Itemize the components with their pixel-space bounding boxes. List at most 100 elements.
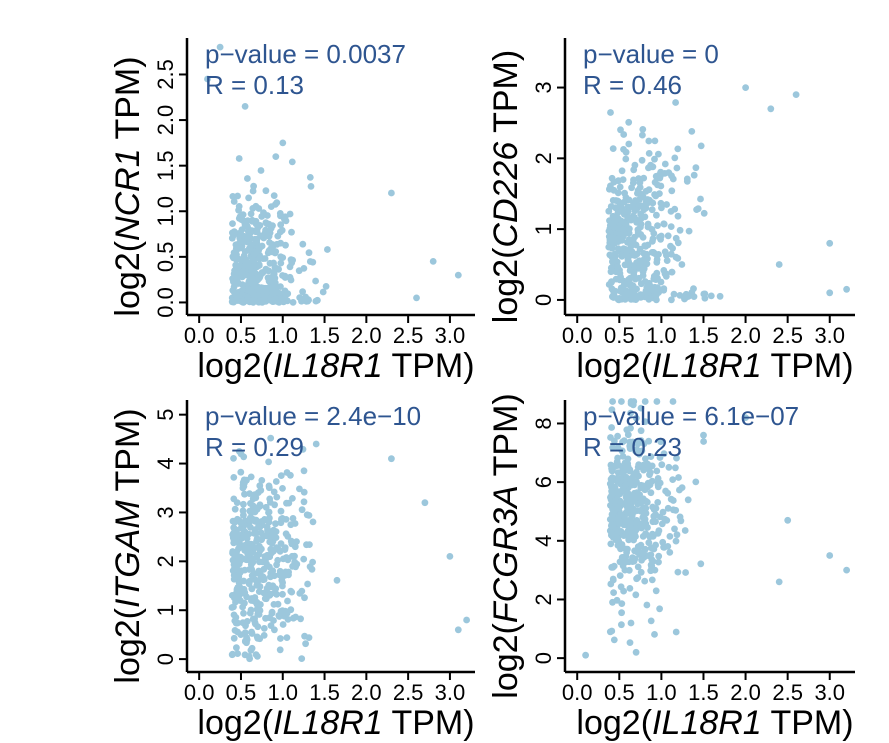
scatter-point (632, 241, 640, 249)
scatter-point (300, 488, 308, 496)
x-tick-label: 0.0 (184, 323, 215, 348)
scatter-point (637, 437, 645, 444)
scatter-point (639, 131, 646, 139)
x-tick-label: 0.5 (226, 680, 257, 705)
scatter-point (646, 469, 654, 476)
scatter-point (826, 239, 834, 247)
scatter-point (616, 572, 624, 579)
scatter-point (637, 568, 645, 576)
scatter-point (305, 249, 313, 257)
x-tick-label: 2.0 (351, 323, 382, 348)
scatter-point (700, 209, 708, 217)
scatter-point (279, 139, 287, 147)
scatter-point (792, 91, 800, 98)
scatter-point (637, 427, 645, 435)
scatter-point (253, 529, 260, 537)
scatter-point (627, 398, 635, 405)
scatter-point (672, 537, 680, 545)
scatter-point (647, 551, 655, 559)
scatter-point (298, 506, 306, 514)
scatter-point (674, 212, 682, 220)
scatter-point (658, 461, 666, 469)
scatter-point (632, 197, 639, 204)
scatter-point (637, 404, 645, 412)
scatter-point (247, 523, 254, 531)
scatter-point (277, 519, 285, 527)
scatter-point (279, 555, 287, 563)
scatter-point (655, 288, 663, 296)
x-tick-label: 0.5 (226, 323, 257, 348)
scatter-point (625, 118, 633, 126)
scatter-point (688, 127, 696, 135)
scatter-point (654, 181, 661, 189)
scatter-point (276, 646, 284, 654)
scatter-point (615, 520, 623, 527)
scatter-point (302, 297, 310, 305)
scatter-point (651, 631, 658, 638)
scatter-point (675, 474, 682, 481)
scatter-point (608, 406, 616, 414)
scatter-point (626, 225, 633, 233)
scatter-point (692, 164, 700, 172)
scatter-point (669, 175, 677, 183)
scatter-point (642, 204, 650, 212)
scatter-point (262, 503, 270, 511)
scatter-point (267, 224, 275, 232)
scatter-point (244, 233, 251, 241)
scatter-point (606, 236, 614, 244)
scatter-point (653, 251, 661, 259)
scatter-point (249, 558, 257, 566)
scatter-point (249, 289, 256, 296)
scatter-point (265, 458, 272, 466)
scatter-point (246, 276, 254, 284)
scatter-point (266, 259, 274, 267)
scatter-point (645, 150, 653, 157)
scatter-point (263, 560, 270, 568)
scatter-point (649, 503, 656, 511)
scatter-point (697, 142, 705, 150)
scatter-point (421, 499, 429, 507)
scatter-point (230, 529, 238, 537)
scatter-point (306, 563, 314, 571)
scatter-point (254, 275, 262, 282)
scatter-point (634, 548, 641, 556)
scatter-point (700, 431, 707, 439)
p-value-label: p−value = 0.0037 (205, 39, 406, 69)
scatter-point (262, 267, 270, 274)
scatter-point (257, 232, 264, 240)
scatter-point (609, 398, 616, 405)
scatter-point (634, 507, 641, 514)
scatter-point (627, 409, 634, 417)
scatter-point (617, 510, 625, 518)
scatter-point (279, 254, 287, 261)
scatter-point (624, 208, 632, 215)
scatter-point (230, 198, 238, 205)
scatter-point (674, 568, 682, 576)
scatter-point (673, 454, 680, 462)
scatter-point (632, 275, 639, 283)
scatter-point (618, 167, 626, 175)
scatter-point (256, 285, 264, 293)
scatter-point (653, 259, 661, 266)
scatter-point (707, 292, 715, 300)
scatter-point (649, 235, 657, 243)
scatter-point (257, 486, 265, 494)
scatter-point (242, 622, 249, 630)
scatter-point (618, 621, 625, 629)
scatter-point (236, 213, 244, 221)
scatter-point (620, 500, 628, 508)
scatter-point (611, 287, 619, 295)
scatter-point (307, 183, 315, 190)
scatter-point (775, 261, 783, 268)
scatter-point (246, 507, 254, 515)
scatter-point (614, 197, 621, 205)
scatter-point (667, 208, 675, 215)
scatter-point (643, 293, 651, 301)
scatter-point (216, 43, 224, 51)
scatter-point (250, 492, 258, 500)
scatter-point (279, 485, 286, 492)
x-axis-title: log2(IL18R1 TPM) (197, 347, 474, 385)
scatter-point (304, 580, 311, 588)
scatter-point (645, 137, 653, 145)
scatter-point (257, 297, 264, 305)
